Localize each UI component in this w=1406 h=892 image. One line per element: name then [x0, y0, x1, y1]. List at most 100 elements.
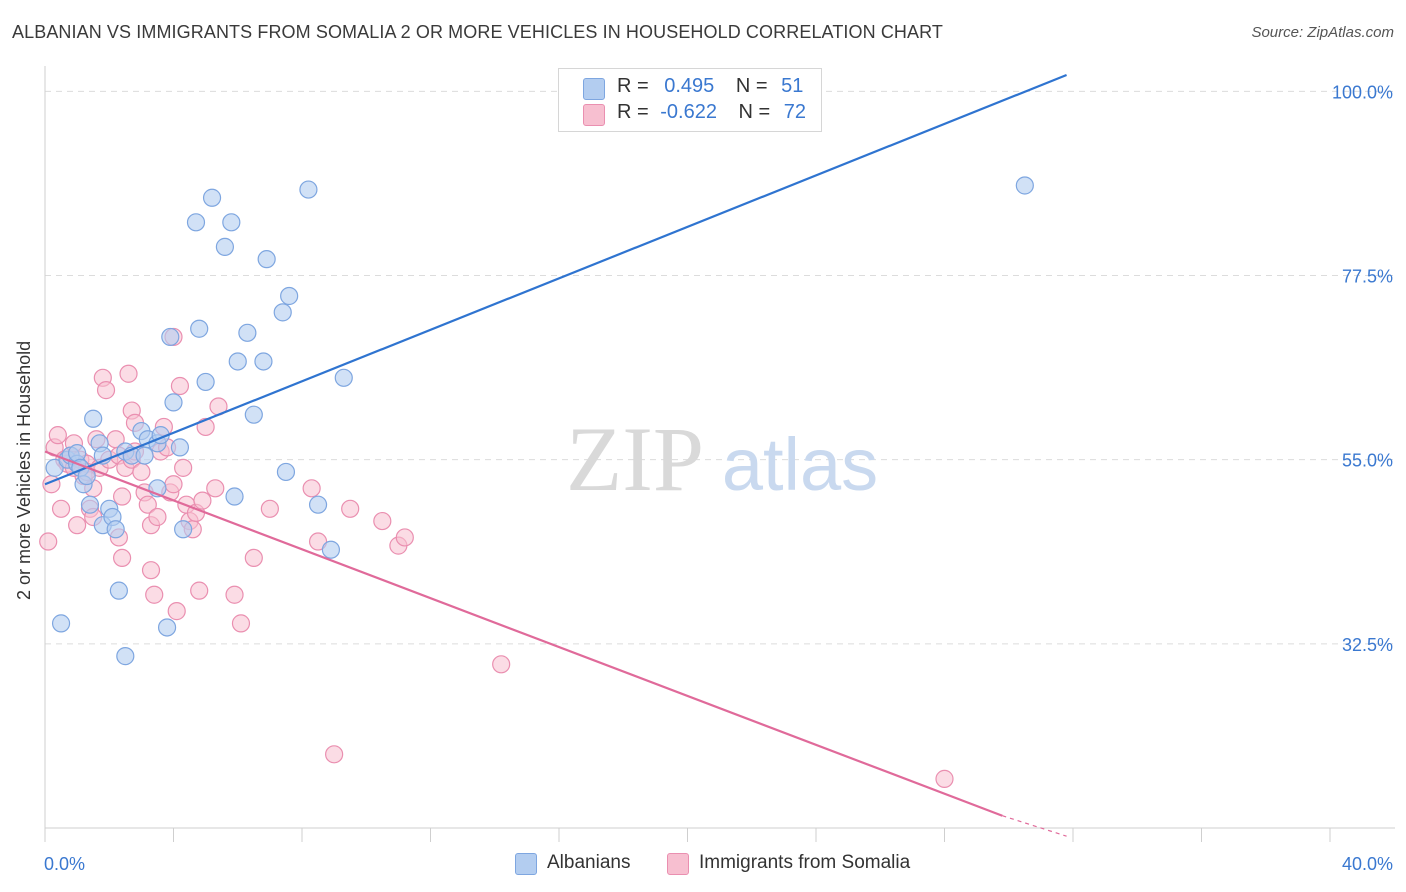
x-tick-label: 0.0%: [44, 854, 85, 874]
data-point-somalia: [148, 507, 167, 527]
data-point-albanians: [1015, 176, 1034, 195]
legend-n-label: N =: [738, 101, 771, 123]
data-point-albanians: [244, 405, 263, 424]
legend-r-value: -0.622: [660, 101, 717, 123]
correlation-legend: R = 0.495 N = 51 R = -0.622 N = 72: [558, 68, 822, 132]
data-point-albanians: [299, 180, 318, 199]
data-point-albanians: [215, 237, 234, 256]
data-point-somalia: [206, 479, 225, 498]
data-point-albanians: [228, 352, 247, 371]
data-point-somalia: [51, 499, 71, 518]
data-point-somalia: [68, 516, 87, 535]
data-point-somalia: [935, 769, 954, 788]
data-point-albanians: [321, 540, 341, 559]
data-point-albanians: [135, 446, 154, 465]
data-point-somalia: [96, 381, 116, 400]
data-point-albanians: [222, 213, 241, 232]
data-point-somalia: [193, 491, 212, 510]
data-point-somalia: [225, 585, 244, 604]
data-point-albanians: [170, 438, 190, 457]
data-point-somalia: [145, 585, 164, 604]
legend-n-label: N =: [735, 75, 768, 97]
trend-line-somalia: [44, 450, 1003, 817]
data-point-albanians: [80, 495, 100, 514]
legend-n-value: 72: [783, 101, 807, 123]
bottom-legend-label: Immigrants from Somalia: [699, 852, 911, 873]
watermark: ZIP atlas: [566, 408, 878, 510]
data-point-somalia: [141, 561, 161, 580]
data-point-somalia: [260, 499, 279, 518]
watermark-atlas: atlas: [722, 423, 878, 506]
data-point-albanians: [186, 213, 206, 232]
data-point-somalia: [244, 548, 263, 568]
y-tick-label: 100.0%: [1332, 82, 1393, 102]
legend-r-label: R =: [617, 101, 649, 123]
data-point-albanians: [308, 495, 328, 514]
bottom-legend-label: Albanians: [547, 852, 631, 873]
watermark-zip: ZIP: [566, 408, 704, 510]
data-point-albanians: [276, 462, 296, 482]
data-point-albanians: [161, 327, 180, 347]
data-point-albanians: [254, 352, 273, 371]
chart-title: ALBANIAN VS IMMIGRANTS FROM SOMALIA 2 OR…: [12, 22, 943, 42]
data-point-somalia: [112, 487, 132, 506]
data-point-somalia: [170, 376, 190, 396]
data-point-albanians: [190, 319, 209, 338]
data-point-albanians: [334, 368, 353, 387]
data-point-somalia: [492, 655, 511, 674]
data-point-somalia: [302, 479, 321, 498]
data-point-somalia: [308, 532, 328, 551]
data-point-somalia: [174, 458, 193, 477]
y-tick-label: 32.5%: [1342, 635, 1393, 655]
data-point-somalia: [39, 532, 58, 551]
data-point-somalia: [132, 462, 151, 482]
axes: [44, 66, 1395, 842]
y-axis-label: 2 or more Vehicles in Household: [14, 340, 34, 600]
tick-labels: 100.0% 77.5% 55.0% 32.5% 0.0% 40.0%: [44, 82, 1393, 874]
data-point-somalia: [190, 581, 209, 600]
data-point-albanians: [106, 520, 125, 539]
source-label: Source: ZipAtlas.com: [1251, 24, 1394, 41]
data-point-somalia: [341, 499, 360, 518]
albanians-swatch: [583, 78, 605, 100]
y-tick-label: 77.5%: [1342, 267, 1393, 287]
y-tick-label: 55.0%: [1342, 451, 1393, 471]
data-point-albanians: [174, 520, 193, 539]
data-point-albanians: [51, 614, 71, 633]
data-point-albanians: [280, 286, 299, 306]
data-point-albanians: [157, 618, 177, 637]
data-point-albanians: [196, 372, 215, 392]
trend-line-albanians: [44, 73, 1067, 486]
somalia-swatch: [667, 853, 689, 875]
data-point-somalia: [112, 548, 132, 568]
albanians-swatch: [515, 853, 537, 875]
data-point-albanians: [68, 444, 87, 463]
data-point-somalia: [138, 495, 157, 514]
data-point-somalia: [373, 511, 392, 531]
data-point-albanians: [84, 409, 103, 428]
legend-n-value: 51: [781, 75, 804, 97]
data-point-somalia: [48, 426, 67, 445]
data-point-albanians: [109, 581, 128, 600]
somalia-swatch: [583, 104, 605, 126]
data-point-somalia: [325, 745, 344, 764]
data-point-albanians: [45, 458, 64, 477]
legend-r-value: 0.495: [664, 75, 715, 97]
data-point-albanians: [202, 188, 222, 207]
data-point-albanians: [238, 323, 257, 342]
data-point-albanians: [257, 250, 276, 269]
trend-line-somalia-extension: [1002, 815, 1067, 837]
data-point-somalia: [119, 364, 138, 383]
data-point-somalia: [164, 475, 183, 494]
data-point-albanians: [225, 487, 244, 506]
data-point-somalia: [231, 614, 251, 633]
data-point-albanians: [273, 303, 292, 322]
data-point-albanians: [116, 647, 135, 666]
data-point-somalia: [395, 528, 414, 547]
x-tick-label: 40.0%: [1342, 854, 1393, 874]
data-point-somalia: [167, 602, 186, 621]
data-point-albanians: [164, 393, 183, 412]
legend-r-label: R =: [617, 75, 649, 97]
trend-lines: [44, 73, 1067, 837]
